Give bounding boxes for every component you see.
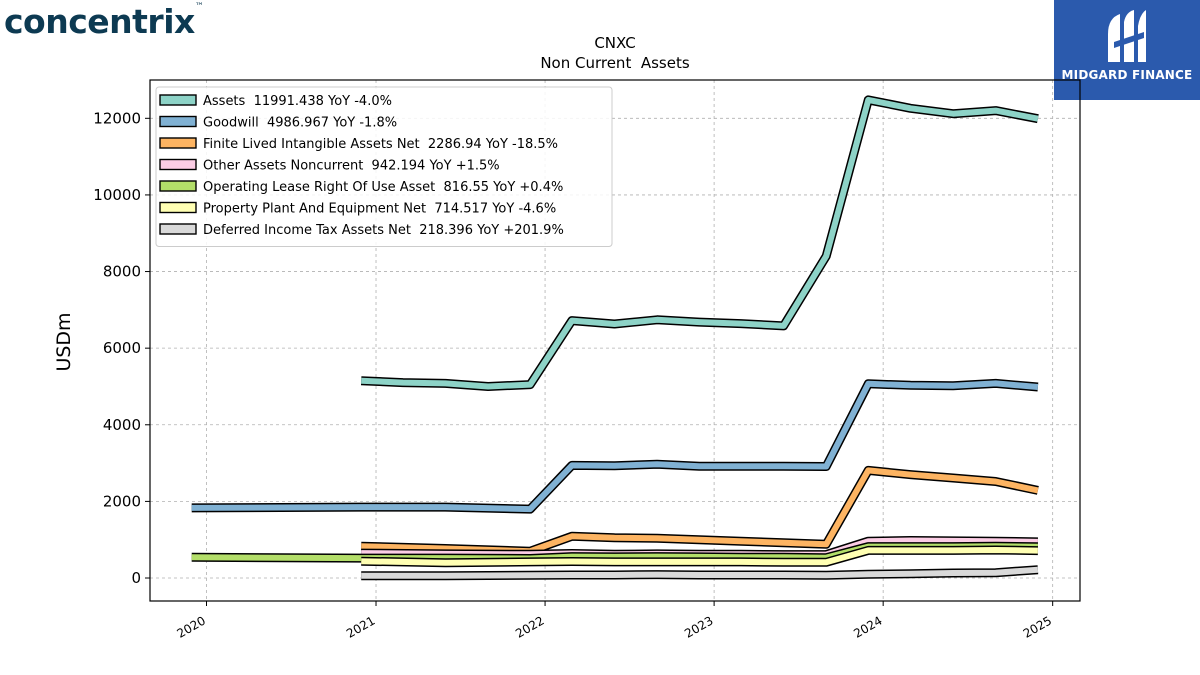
y-tick-label: 10000 bbox=[93, 186, 141, 204]
legend-swatch bbox=[159, 158, 197, 171]
chart-title: CNXC bbox=[594, 34, 635, 52]
plot-frame bbox=[149, 79, 1081, 602]
legend-swatch bbox=[159, 137, 197, 149]
series-outline-goodwill bbox=[191, 378, 1039, 514]
legend-entry-label: Deferred Income Tax Assets Net 218.396 Y… bbox=[203, 223, 564, 238]
series-line-deferred-income-tax-assets-net bbox=[361, 566, 1039, 579]
legend-entry-label: Finite Lived Intangible Assets Net 2286.… bbox=[203, 137, 558, 152]
y-tick-label: 12000 bbox=[93, 109, 141, 127]
legend-swatch bbox=[159, 180, 197, 192]
legend-box bbox=[155, 86, 613, 247]
legend-swatch bbox=[159, 223, 197, 235]
series-line-property-plant-and-equipment-net bbox=[361, 547, 1038, 566]
y-tick-label: 0 bbox=[131, 569, 141, 587]
x-tick-label: 2022 bbox=[513, 613, 546, 640]
y-tick-label: 4000 bbox=[103, 416, 141, 434]
x-tick-label: 2025 bbox=[1021, 613, 1054, 640]
legend-entry-label: Property Plant And Equipment Net 714.517… bbox=[203, 202, 556, 217]
concentrix-logo-text: concentrix bbox=[4, 2, 195, 41]
series-line-goodwill bbox=[191, 380, 1039, 513]
y-tick-label: 8000 bbox=[103, 263, 141, 281]
legend-swatch bbox=[159, 94, 197, 106]
midgard-finance-logo: MIDGARD FINANCE bbox=[1054, 0, 1200, 100]
midgard-emblem-icon bbox=[1108, 10, 1146, 62]
series-lines bbox=[191, 95, 1039, 581]
x-tick-label: 2023 bbox=[682, 613, 715, 640]
y-tick-label: 2000 bbox=[103, 492, 141, 510]
legend: Assets 11991.438 YoY -4.0% Goodwill 4986.… bbox=[155, 86, 613, 247]
legend-entry-label: Assets 11991.438 YoY -4.0% bbox=[203, 94, 392, 109]
y-tick-label: 6000 bbox=[103, 339, 141, 357]
legend-entry-label: Operating Lease Right Of Use Asset 816.5… bbox=[203, 180, 563, 195]
trademark-mark: ™ bbox=[194, 2, 204, 12]
series-line-finite-lived-intangible-assets-net bbox=[361, 467, 1039, 555]
legend-entry-label: Goodwill 4986.967 YoY -1.8% bbox=[203, 116, 397, 131]
grid bbox=[150, 80, 1080, 601]
x-tick-label: 2024 bbox=[851, 613, 884, 640]
legend-entry-label: Other Assets Noncurrent 942.194 YoY +1.5… bbox=[203, 159, 500, 174]
y-axis-label: USDm bbox=[53, 312, 75, 371]
legend-swatch bbox=[159, 115, 197, 128]
midgard-finance-label: MIDGARD FINANCE bbox=[1061, 68, 1193, 82]
x-tick-label: 2021 bbox=[344, 613, 377, 640]
legend-swatch bbox=[159, 201, 197, 214]
x-tick-label: 2020 bbox=[175, 613, 208, 640]
concentrix-logo: concentrix™ bbox=[4, 2, 204, 41]
chart-subtitle: Non Current Assets bbox=[540, 54, 690, 72]
series-line-assets bbox=[361, 96, 1039, 390]
